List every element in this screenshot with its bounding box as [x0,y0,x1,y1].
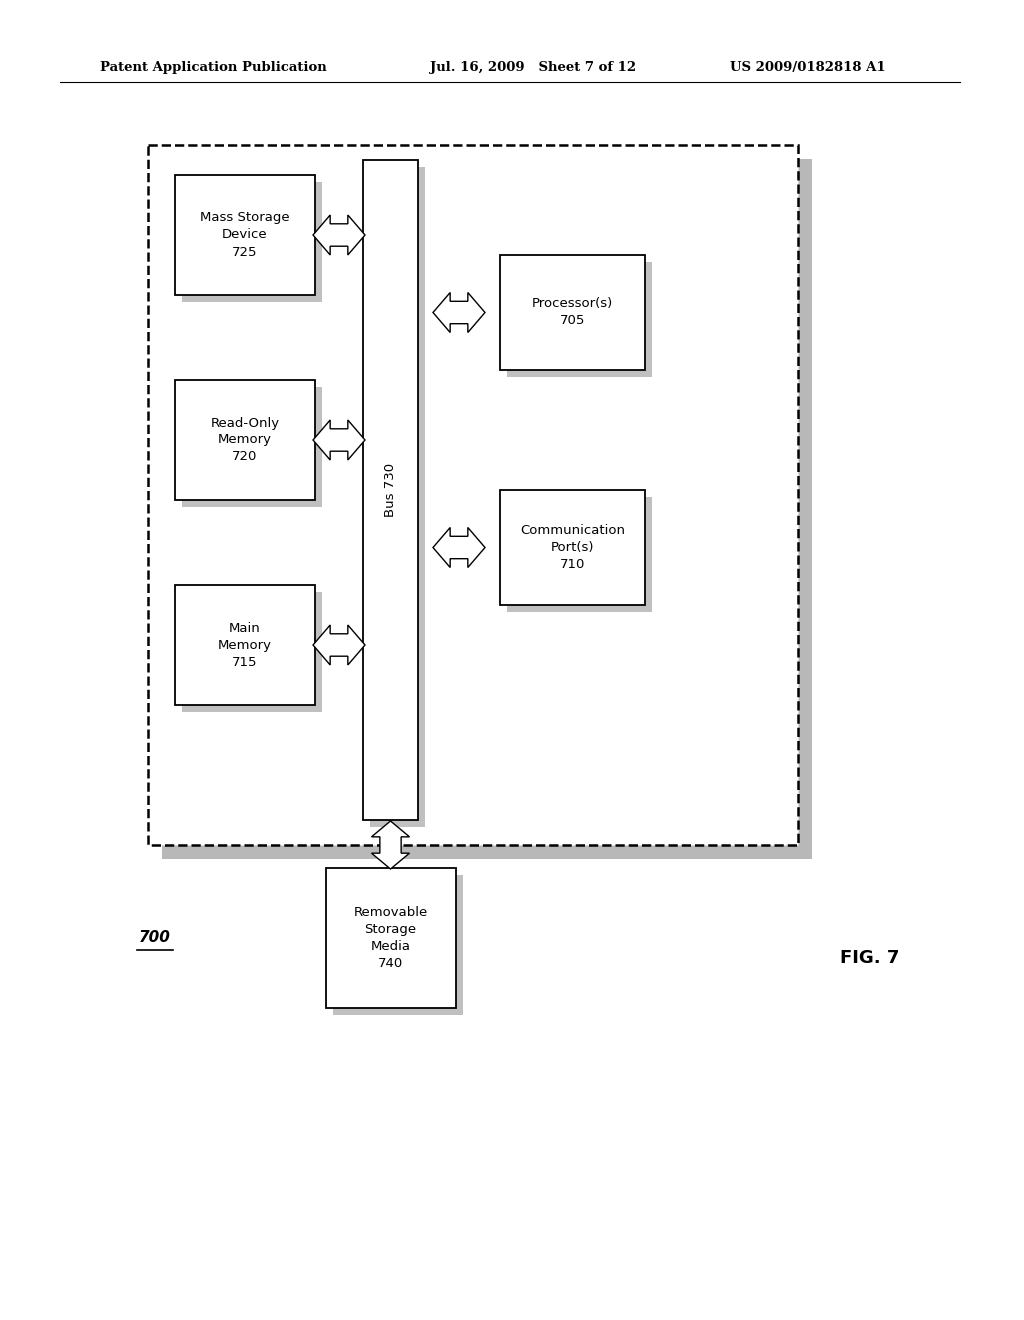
Bar [333,875,463,1015]
Text: Processor(s)
705: Processor(s) 705 [531,297,613,327]
Bar [370,168,425,828]
Bar [362,160,418,820]
Text: Removable
Storage
Media
740: Removable Storage Media 740 [353,906,428,970]
Polygon shape [313,624,365,665]
Text: FIG. 7: FIG. 7 [841,949,900,968]
Bar [507,498,652,612]
Polygon shape [433,293,485,333]
Text: 700: 700 [139,931,171,945]
Bar [326,869,456,1008]
Text: Read-Only
Memory
720: Read-Only Memory 720 [211,417,280,463]
Text: Jul. 16, 2009   Sheet 7 of 12: Jul. 16, 2009 Sheet 7 of 12 [430,62,636,74]
Bar [507,261,652,378]
Text: US 2009/0182818 A1: US 2009/0182818 A1 [730,62,886,74]
Polygon shape [313,215,365,255]
Text: Mass Storage
Device
725: Mass Storage Device 725 [200,211,290,259]
Polygon shape [313,420,365,459]
Bar [175,380,315,500]
Polygon shape [433,528,485,568]
Bar [162,158,812,859]
Text: Patent Application Publication: Patent Application Publication [100,62,327,74]
Bar [182,182,322,302]
Bar [182,591,322,711]
Text: Main
Memory
715: Main Memory 715 [218,622,272,668]
Text: Communication
Port(s)
710: Communication Port(s) 710 [520,524,625,572]
Bar [148,145,798,845]
Bar [500,490,645,605]
Bar [175,585,315,705]
Bar [182,387,322,507]
Bar [175,176,315,294]
Polygon shape [372,821,410,869]
Text: Bus 730: Bus 730 [384,463,397,517]
Bar [500,255,645,370]
